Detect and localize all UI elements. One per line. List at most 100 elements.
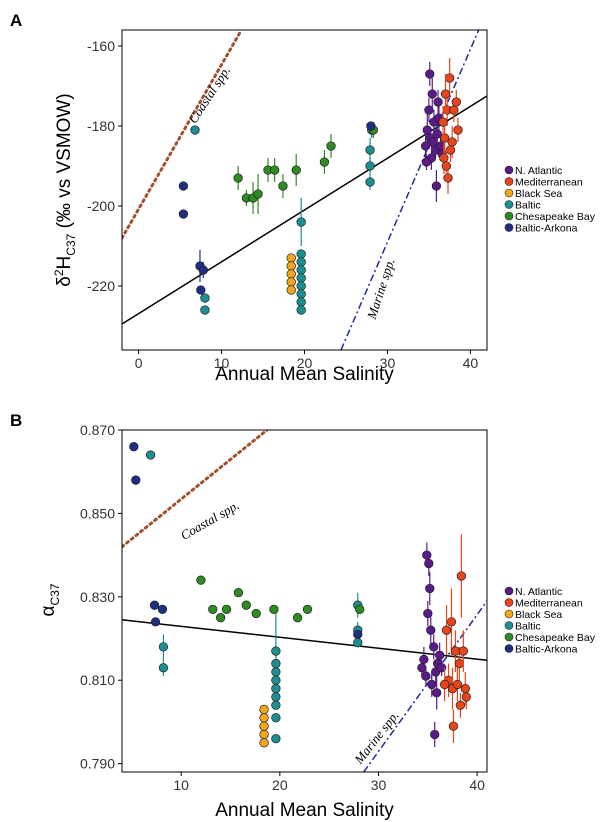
panel-b-coastal-spp-line (122, 430, 269, 549)
panel-b-x-axis-title: Annual Mean Salinity (215, 800, 394, 821)
panel-a-y-tick-label: -200 (87, 198, 115, 214)
data-point (271, 675, 281, 685)
data-point (296, 281, 306, 291)
legend-swatch (504, 632, 514, 642)
data-point (296, 273, 306, 283)
panel-a-x-tick-label: 20 (297, 355, 313, 371)
data-point (432, 688, 442, 698)
data-point (424, 558, 434, 569)
data-point (447, 137, 457, 147)
data-point (452, 679, 463, 690)
legend-item-baltic-arkona: Baltic-Arkona (504, 223, 578, 235)
legend-item-baltic: Baltic (504, 200, 541, 212)
data-point (286, 269, 296, 279)
legend-label: Mediterranean (515, 598, 583, 610)
legend-swatch (504, 621, 514, 630)
legend-item-black-sea: Black Sea (504, 188, 562, 200)
legend-label: Baltic (515, 621, 541, 633)
data-point (426, 625, 436, 635)
legend-swatch (504, 188, 514, 198)
panel-b-y-tick-label: 0.830 (80, 589, 115, 605)
legend-label: N. Atlantic (515, 165, 562, 177)
panel-b-x-tick-label: 30 (371, 777, 387, 793)
data-point (430, 729, 440, 740)
data-point (417, 663, 427, 673)
data-point (425, 583, 435, 594)
data-point (365, 177, 375, 187)
panel-a-series-black-sea (286, 253, 296, 295)
data-point (157, 604, 168, 614)
legend-swatch (504, 200, 514, 209)
data-point (296, 297, 306, 307)
panel-a-series-baltic (190, 122, 377, 315)
data-point (428, 137, 438, 147)
panel-b-x-tick-label: 10 (173, 777, 189, 793)
panel-a-series-n-atlantic (420, 62, 447, 202)
data-point (421, 671, 431, 681)
panel-a-marine-label: Marine spp. (364, 256, 398, 321)
panel-a-ylabel-prefix: δ (54, 276, 75, 287)
data-point (271, 733, 281, 744)
data-point (296, 217, 306, 227)
data-point (451, 97, 461, 107)
panel-letter-a: A (10, 11, 22, 30)
data-point (296, 257, 306, 267)
data-point (365, 145, 375, 155)
legend-label: Mediterranean (515, 177, 583, 189)
data-point (353, 629, 363, 640)
panel-b-points (129, 442, 471, 748)
data-point (259, 729, 269, 740)
data-point (443, 173, 453, 183)
panel-a-ylabel-main: H (54, 256, 75, 270)
panel-a-series-mediterranean (438, 58, 463, 194)
panel-letter-b: B (10, 411, 22, 430)
panel-a-y-tick-label: -220 (87, 278, 115, 294)
data-point (286, 261, 296, 271)
legend-swatch (504, 223, 514, 232)
panel-b-series-chesapeake-bay (196, 575, 365, 623)
legend-swatch (504, 177, 514, 186)
legend-swatch (504, 165, 514, 175)
panel-a-ylabel-suffix: (‰ vs VSMOW) (54, 93, 75, 233)
data-point (292, 613, 303, 623)
data-point (259, 738, 269, 748)
panel-b-series-baltic-arkona (129, 442, 363, 640)
panel-a-x-tick-label: 10 (214, 355, 230, 371)
data-point (423, 608, 433, 619)
data-point (259, 704, 269, 715)
data-point (436, 663, 447, 673)
data-point (419, 654, 429, 665)
data-point (271, 683, 281, 694)
data-point (422, 125, 432, 135)
legend-label: Baltic-Arkona (515, 223, 578, 235)
data-point (178, 181, 189, 191)
data-point (253, 189, 263, 199)
data-point (198, 265, 208, 275)
panel-a-marine-spp-line (340, 30, 480, 350)
panel-a-series-chesapeake-bay (233, 122, 379, 214)
data-point (129, 442, 139, 452)
legend-swatch (504, 586, 514, 596)
data-point (278, 181, 288, 191)
panel-b-y-tick-label: 0.810 (80, 672, 115, 688)
legend-swatch (504, 598, 514, 607)
data-point (455, 700, 466, 710)
panel-a-y-tick-label: -160 (87, 38, 115, 54)
data-point (221, 604, 232, 614)
legend-item-baltic: Baltic (504, 621, 541, 633)
legend-swatch (504, 609, 514, 619)
data-point (460, 683, 470, 694)
panel-b-frame (121, 429, 488, 773)
data-point (296, 305, 306, 315)
legend-label: Chesapeake Bay (515, 211, 596, 223)
data-point (445, 73, 455, 83)
data-point (286, 285, 296, 295)
data-point (269, 604, 279, 614)
data-point (271, 646, 281, 656)
data-point (271, 658, 281, 669)
panel-b-marine-spp-line (363, 600, 487, 772)
data-point (271, 667, 281, 677)
panel-a-ylabel-sub: C37 (64, 233, 78, 255)
legend-item-chesapeake-bay: Chesapeake Bay (504, 211, 596, 223)
data-point (233, 173, 243, 183)
